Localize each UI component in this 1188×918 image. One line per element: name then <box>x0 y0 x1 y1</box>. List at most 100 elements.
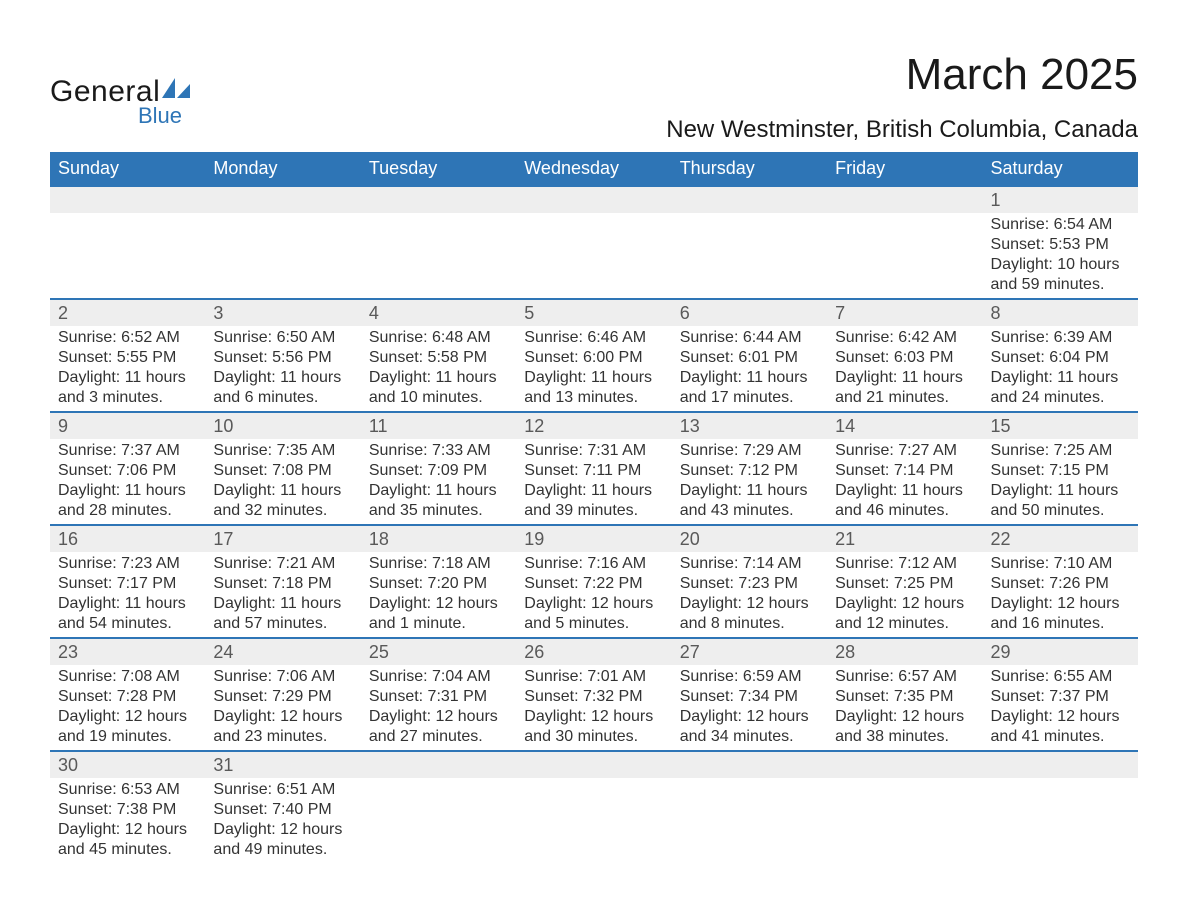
day-number-cell <box>672 186 827 213</box>
logo-sail-icon <box>162 78 190 103</box>
day-line: Daylight: 12 hours <box>991 707 1130 727</box>
day-content: Sunrise: 7:25 AMSunset: 7:15 PMDaylight:… <box>983 439 1138 524</box>
day-content-cell: Sunrise: 6:42 AMSunset: 6:03 PMDaylight:… <box>827 326 982 412</box>
day-content-cell <box>983 778 1138 863</box>
day-content-cell <box>827 778 982 863</box>
day-number-cell: 27 <box>672 638 827 665</box>
day-line: Sunset: 6:04 PM <box>991 348 1130 368</box>
day-content: Sunrise: 6:55 AMSunset: 7:37 PMDaylight:… <box>983 665 1138 750</box>
day-number-cell: 31 <box>205 751 360 778</box>
day-content-cell: Sunrise: 6:46 AMSunset: 6:00 PMDaylight:… <box>516 326 671 412</box>
day-number-cell: 20 <box>672 525 827 552</box>
day-line: Daylight: 12 hours <box>524 594 663 614</box>
day-line: Daylight: 11 hours <box>524 368 663 388</box>
day-header: Saturday <box>983 152 1138 186</box>
day-line: Sunrise: 6:55 AM <box>991 667 1130 687</box>
day-content-cell: Sunrise: 7:33 AMSunset: 7:09 PMDaylight:… <box>361 439 516 525</box>
day-header: Thursday <box>672 152 827 186</box>
day-line: Sunrise: 7:31 AM <box>524 441 663 461</box>
day-number-cell <box>516 186 671 213</box>
day-line: and 54 minutes. <box>58 614 197 634</box>
day-line: Daylight: 10 hours <box>991 255 1130 275</box>
day-line: and 43 minutes. <box>680 501 819 521</box>
day-line: Daylight: 11 hours <box>835 368 974 388</box>
day-number-cell: 17 <box>205 525 360 552</box>
day-number-cell: 26 <box>516 638 671 665</box>
title-block: March 2025 New Westminster, British Colu… <box>666 50 1138 144</box>
day-line: Sunrise: 6:53 AM <box>58 780 197 800</box>
day-number-cell: 14 <box>827 412 982 439</box>
day-number-cell: 7 <box>827 299 982 326</box>
day-content-cell: Sunrise: 7:31 AMSunset: 7:11 PMDaylight:… <box>516 439 671 525</box>
day-content-cell: Sunrise: 7:21 AMSunset: 7:18 PMDaylight:… <box>205 552 360 638</box>
calendar-body: 1Sunrise: 6:54 AMSunset: 5:53 PMDaylight… <box>50 186 1138 863</box>
day-line: Sunset: 7:23 PM <box>680 574 819 594</box>
day-line: Daylight: 12 hours <box>213 707 352 727</box>
day-content-cell: Sunrise: 7:12 AMSunset: 7:25 PMDaylight:… <box>827 552 982 638</box>
day-line: Sunrise: 7:16 AM <box>524 554 663 574</box>
day-content-cell: Sunrise: 6:51 AMSunset: 7:40 PMDaylight:… <box>205 778 360 863</box>
day-line: Daylight: 11 hours <box>369 481 508 501</box>
month-title: March 2025 <box>666 50 1138 100</box>
day-content: Sunrise: 6:39 AMSunset: 6:04 PMDaylight:… <box>983 326 1138 411</box>
day-line: Sunset: 7:20 PM <box>369 574 508 594</box>
day-line: Sunset: 7:25 PM <box>835 574 974 594</box>
day-number-cell: 11 <box>361 412 516 439</box>
day-line: and 21 minutes. <box>835 388 974 408</box>
day-line: Sunrise: 7:25 AM <box>991 441 1130 461</box>
day-line: and 8 minutes. <box>680 614 819 634</box>
day-number-cell <box>983 751 1138 778</box>
day-line: Sunrise: 6:51 AM <box>213 780 352 800</box>
day-line: Daylight: 12 hours <box>58 707 197 727</box>
day-line: and 10 minutes. <box>369 388 508 408</box>
day-line: Sunset: 7:14 PM <box>835 461 974 481</box>
day-number-cell <box>827 186 982 213</box>
day-line: and 57 minutes. <box>213 614 352 634</box>
day-number-cell: 24 <box>205 638 360 665</box>
day-line: Sunrise: 7:18 AM <box>369 554 508 574</box>
day-line: Sunset: 7:26 PM <box>991 574 1130 594</box>
day-content-cell <box>50 213 205 299</box>
logo-text-blue: Blue <box>138 103 190 129</box>
day-line: Daylight: 12 hours <box>991 594 1130 614</box>
day-line: and 32 minutes. <box>213 501 352 521</box>
day-content: Sunrise: 6:44 AMSunset: 6:01 PMDaylight:… <box>672 326 827 411</box>
day-content-cell: Sunrise: 7:14 AMSunset: 7:23 PMDaylight:… <box>672 552 827 638</box>
day-number-cell: 30 <box>50 751 205 778</box>
day-content: Sunrise: 7:29 AMSunset: 7:12 PMDaylight:… <box>672 439 827 524</box>
day-content-cell: Sunrise: 7:04 AMSunset: 7:31 PMDaylight:… <box>361 665 516 751</box>
day-line: Sunset: 7:09 PM <box>369 461 508 481</box>
day-line: Sunrise: 7:33 AM <box>369 441 508 461</box>
day-content: Sunrise: 6:48 AMSunset: 5:58 PMDaylight:… <box>361 326 516 411</box>
day-number-cell <box>516 751 671 778</box>
day-line: Daylight: 11 hours <box>991 481 1130 501</box>
day-line: Sunset: 7:40 PM <box>213 800 352 820</box>
day-number-cell <box>672 751 827 778</box>
day-line: Sunrise: 7:27 AM <box>835 441 974 461</box>
page-header: General Blue March 2025 New Westminster,… <box>50 50 1138 144</box>
day-content-cell <box>672 778 827 863</box>
day-line: and 46 minutes. <box>835 501 974 521</box>
day-line: and 3 minutes. <box>58 388 197 408</box>
day-number-cell: 28 <box>827 638 982 665</box>
day-line: and 49 minutes. <box>213 840 352 860</box>
day-content-cell: Sunrise: 6:50 AMSunset: 5:56 PMDaylight:… <box>205 326 360 412</box>
day-line: and 59 minutes. <box>991 275 1130 295</box>
day-content: Sunrise: 6:59 AMSunset: 7:34 PMDaylight:… <box>672 665 827 750</box>
day-line: Daylight: 11 hours <box>213 368 352 388</box>
day-line: and 13 minutes. <box>524 388 663 408</box>
day-number-cell <box>361 186 516 213</box>
day-number-cell: 4 <box>361 299 516 326</box>
day-number-cell: 23 <box>50 638 205 665</box>
day-line: Daylight: 11 hours <box>991 368 1130 388</box>
day-line: Daylight: 12 hours <box>680 707 819 727</box>
logo: General Blue <box>50 75 190 129</box>
day-content-cell: Sunrise: 7:08 AMSunset: 7:28 PMDaylight:… <box>50 665 205 751</box>
day-line: Sunrise: 6:52 AM <box>58 328 197 348</box>
day-content: Sunrise: 6:46 AMSunset: 6:00 PMDaylight:… <box>516 326 671 411</box>
day-line: Sunset: 7:37 PM <box>991 687 1130 707</box>
day-line: and 24 minutes. <box>991 388 1130 408</box>
day-content-cell: Sunrise: 6:59 AMSunset: 7:34 PMDaylight:… <box>672 665 827 751</box>
day-line: Sunset: 5:58 PM <box>369 348 508 368</box>
day-line: and 34 minutes. <box>680 727 819 747</box>
